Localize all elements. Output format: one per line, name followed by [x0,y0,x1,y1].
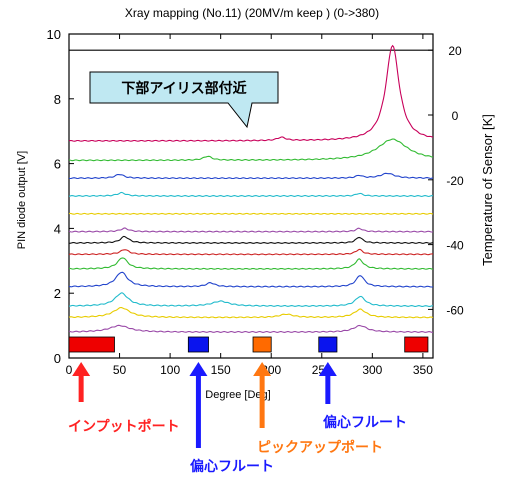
series-line-10 [68,271,434,288]
position-marker-1 [68,336,115,353]
series-line-13 [68,324,434,333]
y-tick-label: 0 [54,351,61,366]
x-tick-label: 50 [113,363,127,377]
series-line-8 [68,248,434,256]
arrow-head [318,362,337,376]
y-tick-label: 6 [54,157,61,172]
series-line-7 [68,235,434,244]
x-tick-label: 100 [160,363,180,377]
series-line-2 [68,138,434,162]
x-tick-label: 150 [211,363,231,377]
series-line-3 [68,172,434,180]
callout-box [89,71,279,129]
y2-axis-label: Temperature of Sensor [K] [480,114,495,266]
callout-text: 下部アイリス部付近 [121,80,246,97]
position-marker-5 [404,336,429,353]
y2-tick-label: -60 [446,303,464,317]
series-line-6 [68,227,434,233]
y-tick-label: 10 [47,27,61,42]
chart-title: Xray mapping (No.11) (20MV/m keep ) (0->… [125,6,379,20]
label-eccentric-flute-2: 偏心フルート [323,414,407,431]
y-tick-label: 4 [54,221,61,236]
series-line-1 [68,44,434,142]
x-axis-label: Degree [Deg] [205,389,270,401]
series-line-11 [68,292,434,307]
series-line-9 [69,257,434,270]
y2-tick-label: 0 [452,109,459,123]
label-input-port: インプットポート [68,418,180,435]
callout: 下部アイリス部付近 [89,71,279,129]
position-marker-3 [252,336,272,353]
series-line-12 [68,306,434,319]
label-eccentric-flute-1: 偏心フルート [190,458,274,475]
series-line-4 [68,191,434,197]
arrow-head [253,362,272,376]
y-tick-label: 2 [54,286,61,301]
arrow-head [72,362,91,376]
y-tick-label: 8 [54,92,61,107]
y2-tick-label: -40 [446,239,464,253]
y-axis-label: PIN diode output [V] [16,151,28,249]
x-tick-label: 350 [413,363,433,377]
y2-tick-label: 20 [448,44,462,58]
y2-tick-label: -20 [446,174,464,188]
position-marker-4 [318,336,338,353]
series-line-5 [68,212,434,215]
x-tick-label: 0 [66,363,73,377]
label-pickup-port: ピックアップポート [257,439,383,456]
arrow-head [189,362,208,376]
x-tick-label: 300 [362,363,382,377]
position-marker-2 [187,336,209,353]
